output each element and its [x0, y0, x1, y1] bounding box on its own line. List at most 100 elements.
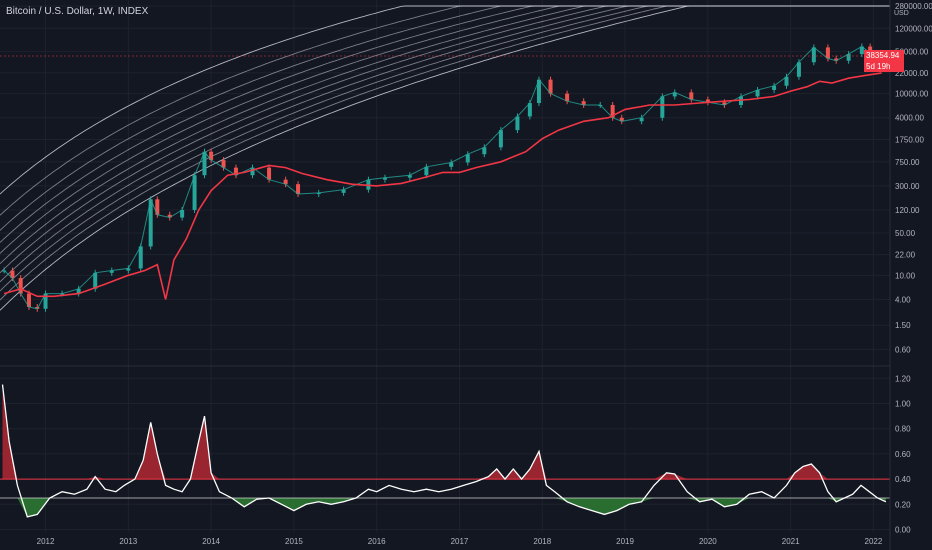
price-candle [498, 130, 503, 148]
oscillator-fill [2, 384, 886, 517]
ma-line [3, 72, 882, 300]
price-candle [43, 293, 48, 309]
price-candle [527, 103, 532, 117]
price-candle [465, 154, 470, 163]
regression-bands [0, 5, 890, 311]
price-candle [250, 167, 255, 176]
price-candle [689, 92, 694, 100]
price-candle [482, 147, 487, 155]
price-candle [93, 272, 98, 289]
price-candle [722, 102, 727, 105]
price-candles [2, 43, 884, 312]
regression-band [0, 5, 890, 292]
price-candle [126, 268, 131, 271]
price-candle [167, 214, 172, 218]
price-candle [581, 101, 586, 105]
price-candle [76, 288, 81, 294]
price-candle [834, 58, 839, 61]
time-tick-label: 2012 [37, 537, 55, 546]
time-tick-label: 2016 [368, 537, 386, 546]
chart-title: Bitcoin / U.S. Dollar, 1W, INDEX [6, 6, 149, 17]
oscillator-tick-label: 0.60 [895, 450, 911, 459]
regression-band [0, 5, 890, 301]
oscillator-tick-label: 1.00 [895, 399, 911, 408]
price-tick-label: 280000.00 [895, 2, 932, 11]
price-unit: USD [894, 10, 909, 17]
price-candle [26, 293, 31, 308]
price-candle [148, 199, 153, 247]
price-candle [341, 189, 346, 193]
price-candle [565, 93, 570, 102]
price-candle [221, 160, 226, 168]
price-candle [619, 117, 624, 122]
regression-band [0, 5, 890, 283]
last-price-label: 38354.94 [864, 50, 904, 61]
time-tick-label: 2013 [119, 537, 137, 546]
price-tick-label: 10.00 [895, 271, 916, 280]
price-tick-label: 120000.00 [895, 24, 932, 33]
price-candle [868, 46, 873, 53]
price-candle [705, 99, 710, 103]
price-candle [424, 166, 429, 176]
oversold-area [2, 497, 886, 517]
price-tick-label: 120.00 [895, 206, 920, 215]
price-candle [382, 177, 387, 180]
price-candle [180, 209, 185, 218]
price-candle [267, 167, 272, 180]
price-candle [18, 278, 23, 294]
time-tick-label: 2020 [699, 537, 717, 546]
price-tick-label: 750.00 [895, 158, 920, 167]
time-tick-label: 2014 [202, 537, 220, 546]
price-candle [283, 179, 288, 185]
grid [0, 0, 890, 532]
price-candle [639, 117, 644, 122]
regression-band [0, 5, 890, 243]
oscillator-line [1, 384, 887, 518]
time-tick-label: 2021 [782, 537, 800, 546]
regression-band [0, 5, 890, 265]
price-tick-label: 10000.00 [895, 90, 929, 99]
price-candle [548, 79, 553, 94]
time-tick-label: 2019 [616, 537, 634, 546]
price-candle [755, 89, 760, 97]
price-candle [515, 116, 520, 131]
oscillator-tick-label: 1.20 [895, 374, 911, 383]
oscillator-curve [1, 384, 887, 518]
price-candle [296, 184, 301, 195]
regression-band [0, 5, 890, 311]
price-tick-label: 50.00 [895, 229, 916, 238]
y-axis-ticks: 280000.00 120000.00 50000.00 22000.00 10000.… [895, 2, 932, 534]
price-candle [407, 175, 412, 178]
regression-band [0, 5, 890, 216]
price-candle [772, 85, 777, 90]
price-candle [10, 270, 15, 279]
price-tick-label: 300.00 [895, 182, 920, 191]
price-candle [155, 199, 160, 215]
price-tick-label: 4000.00 [895, 114, 924, 123]
price-candle [209, 151, 214, 161]
oscillator-tick-label: 0.00 [895, 525, 911, 534]
countdown-label: 5d 19h [864, 61, 904, 72]
price-candle [825, 47, 830, 59]
price-tick-label: 0.60 [895, 345, 911, 354]
moving-average-line [3, 72, 882, 300]
price-candle [660, 96, 665, 118]
price-candle [192, 175, 197, 210]
price-candle [846, 54, 851, 61]
time-tick-label: 2015 [285, 537, 303, 546]
price-candle [233, 167, 238, 176]
price-tick-label: 1750.00 [895, 135, 924, 144]
time-tick-label: 2017 [451, 537, 469, 546]
price-candle [202, 151, 207, 176]
price-candle [316, 192, 321, 195]
price-candle [784, 76, 789, 86]
price-candle [536, 79, 541, 104]
overbought-area [2, 384, 886, 480]
oscillator-tick-label: 0.40 [895, 475, 911, 484]
price-candle [610, 104, 615, 118]
price-candle [109, 270, 114, 273]
oscillator-tick-label: 0.80 [895, 425, 911, 434]
price-tick-label: 22000.00 [895, 69, 929, 78]
price-candle [138, 246, 143, 269]
